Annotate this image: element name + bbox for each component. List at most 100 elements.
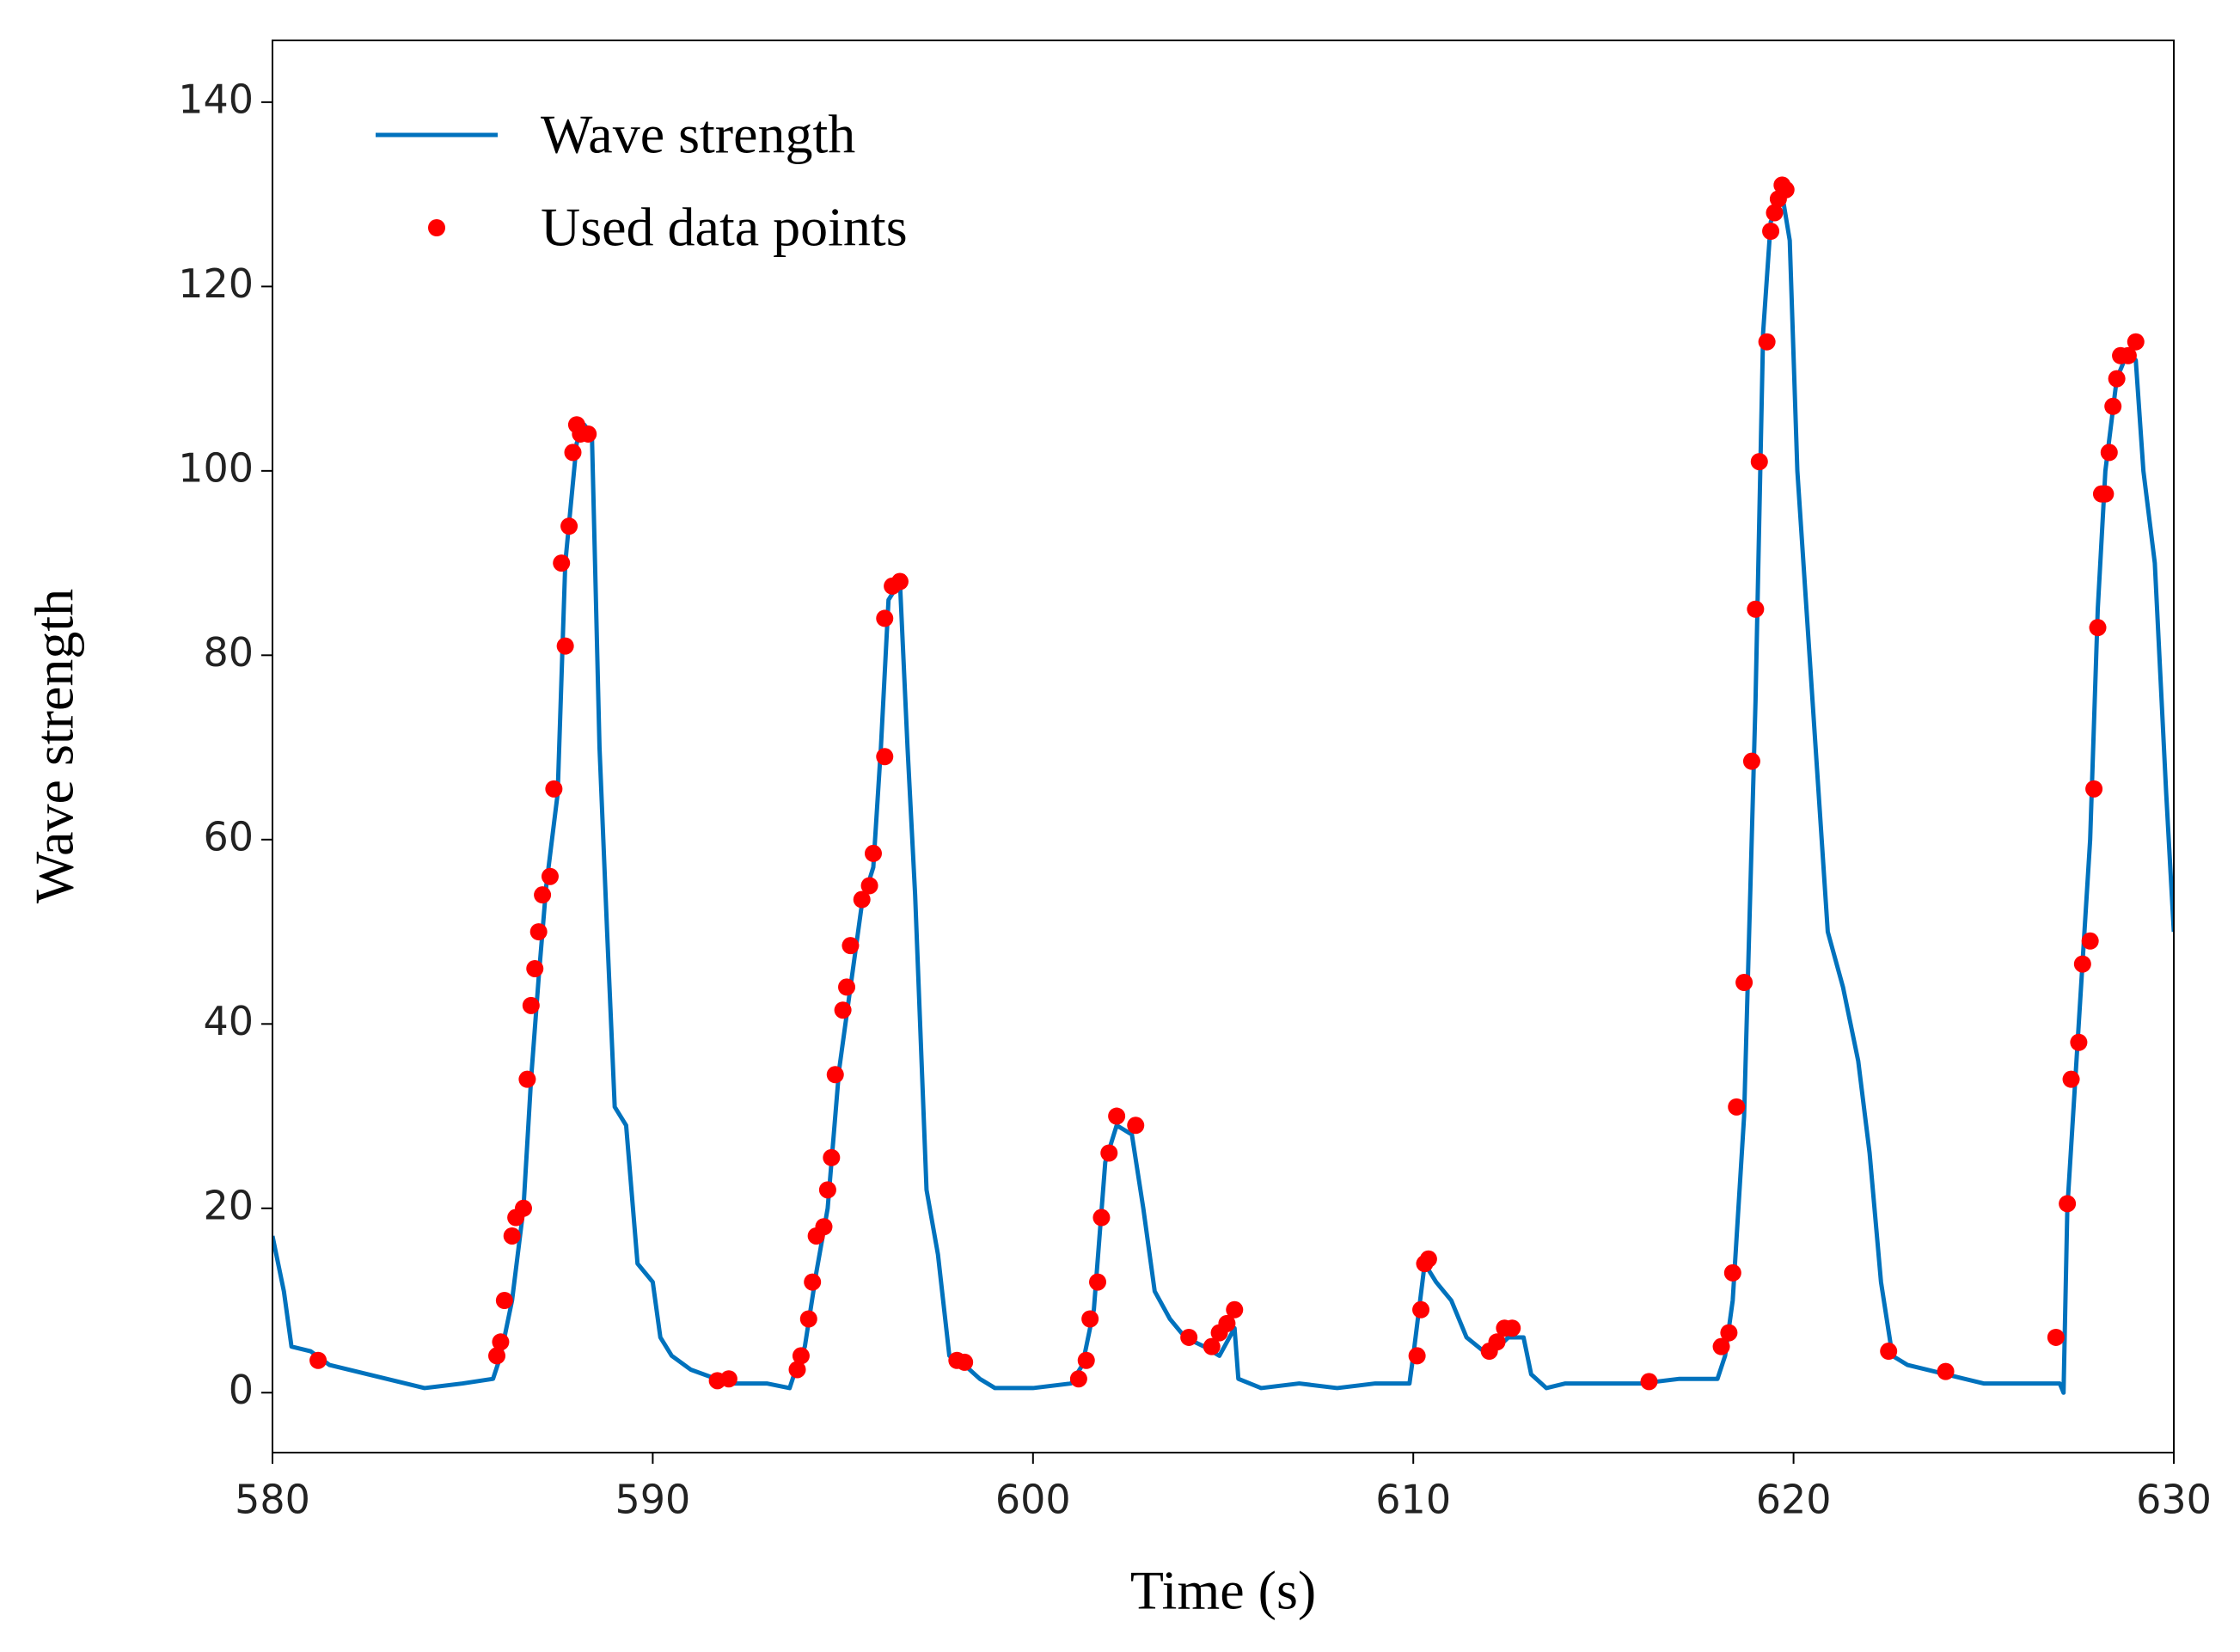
data-point [1408,1347,1426,1365]
data-point [2047,1328,2065,1346]
data-point [1742,752,1760,770]
data-point [860,877,878,895]
y-tick-label: 140 [178,76,254,122]
data-point [1077,1351,1095,1369]
legend-label: Used data points [541,197,908,258]
data-point [804,1273,822,1291]
data-point [1069,1370,1087,1388]
data-point [818,1181,836,1199]
data-point [529,923,548,941]
x-tick-label: 580 [235,1477,310,1523]
data-point [788,1361,806,1379]
data-point [1503,1319,1521,1337]
data-point [495,1292,513,1310]
y-axis-label: Wave strength [24,589,85,903]
data-point [545,780,563,798]
data-point [518,1070,536,1088]
x-axis-label: Time (s) [1130,1560,1316,1621]
data-point [823,1148,841,1166]
data-point [1203,1337,1221,1355]
data-point [890,572,909,590]
data-point [864,844,882,862]
x-tick-label: 590 [615,1477,690,1523]
data-point [1728,1098,1746,1116]
data-point [826,1066,844,1084]
data-point [503,1227,521,1245]
data-point [534,886,552,904]
data-point [1640,1373,1658,1391]
data-point [1488,1333,1506,1351]
data-point [560,517,578,535]
data-point [1081,1310,1099,1328]
data-point [719,1370,737,1388]
data-point [842,937,860,955]
data-point [526,959,544,977]
data-point [838,978,856,996]
data-point [1092,1208,1111,1227]
y-tick-label: 120 [178,260,254,307]
data-point [2127,333,2145,351]
data-point [1762,222,1780,240]
data-point [876,748,894,766]
data-point [2073,955,2091,973]
data-point [1747,600,1765,618]
data-point [522,996,540,1014]
data-point [876,609,894,627]
data-line [272,192,2174,1395]
plot [272,176,2174,1395]
data-point [564,444,582,462]
data-point [1880,1343,1898,1361]
data-point [2100,444,2118,462]
data-point [1412,1300,1430,1319]
data-point [792,1347,810,1365]
data-point [2081,932,2099,950]
data-point [1735,974,1753,992]
data-point [488,1347,506,1365]
y-tick-label: 100 [178,444,254,491]
data-point [834,1001,852,1019]
x-tick-label: 600 [995,1477,1071,1523]
legend-marker [428,219,445,236]
data-point [556,637,574,655]
data-point [1723,1263,1741,1282]
data-point [1720,1324,1738,1342]
data-point [853,890,871,909]
data-point [1419,1250,1437,1268]
data-point [1218,1314,1236,1332]
y-tick-label: 60 [203,813,254,860]
y-tick-label: 80 [203,629,254,676]
data-point [1712,1337,1730,1355]
x-tick-label: 630 [2136,1477,2212,1523]
data-point [2104,397,2122,415]
data-point [2085,780,2103,798]
data-point [2096,485,2115,503]
data-point [514,1199,532,1217]
data-point [1089,1273,1107,1291]
data-point [1127,1117,1145,1135]
data-point [956,1353,974,1371]
y-tick-label: 20 [203,1182,254,1228]
data-point [1766,204,1784,222]
y-tick-label: 40 [203,998,254,1044]
data-point [2059,1195,2077,1213]
data-point [1758,333,1776,351]
data-point [541,867,559,885]
x-tick-label: 610 [1375,1477,1451,1523]
data-point [1750,453,1768,471]
data-point [2089,619,2107,637]
data-point [2108,370,2126,388]
data-point [815,1218,833,1236]
data-point [1937,1362,1955,1380]
data-point [2062,1070,2080,1088]
data-point [1108,1107,1126,1125]
legend-label: Wave strength [541,104,855,165]
data-point [1180,1328,1198,1346]
x-tick-label: 620 [1756,1477,1832,1523]
data-point [799,1310,817,1328]
plot-frame [272,40,2175,1453]
data-point [1100,1144,1118,1162]
data-point [1226,1300,1244,1319]
data-point [2070,1033,2088,1051]
data-point [1777,180,1795,199]
